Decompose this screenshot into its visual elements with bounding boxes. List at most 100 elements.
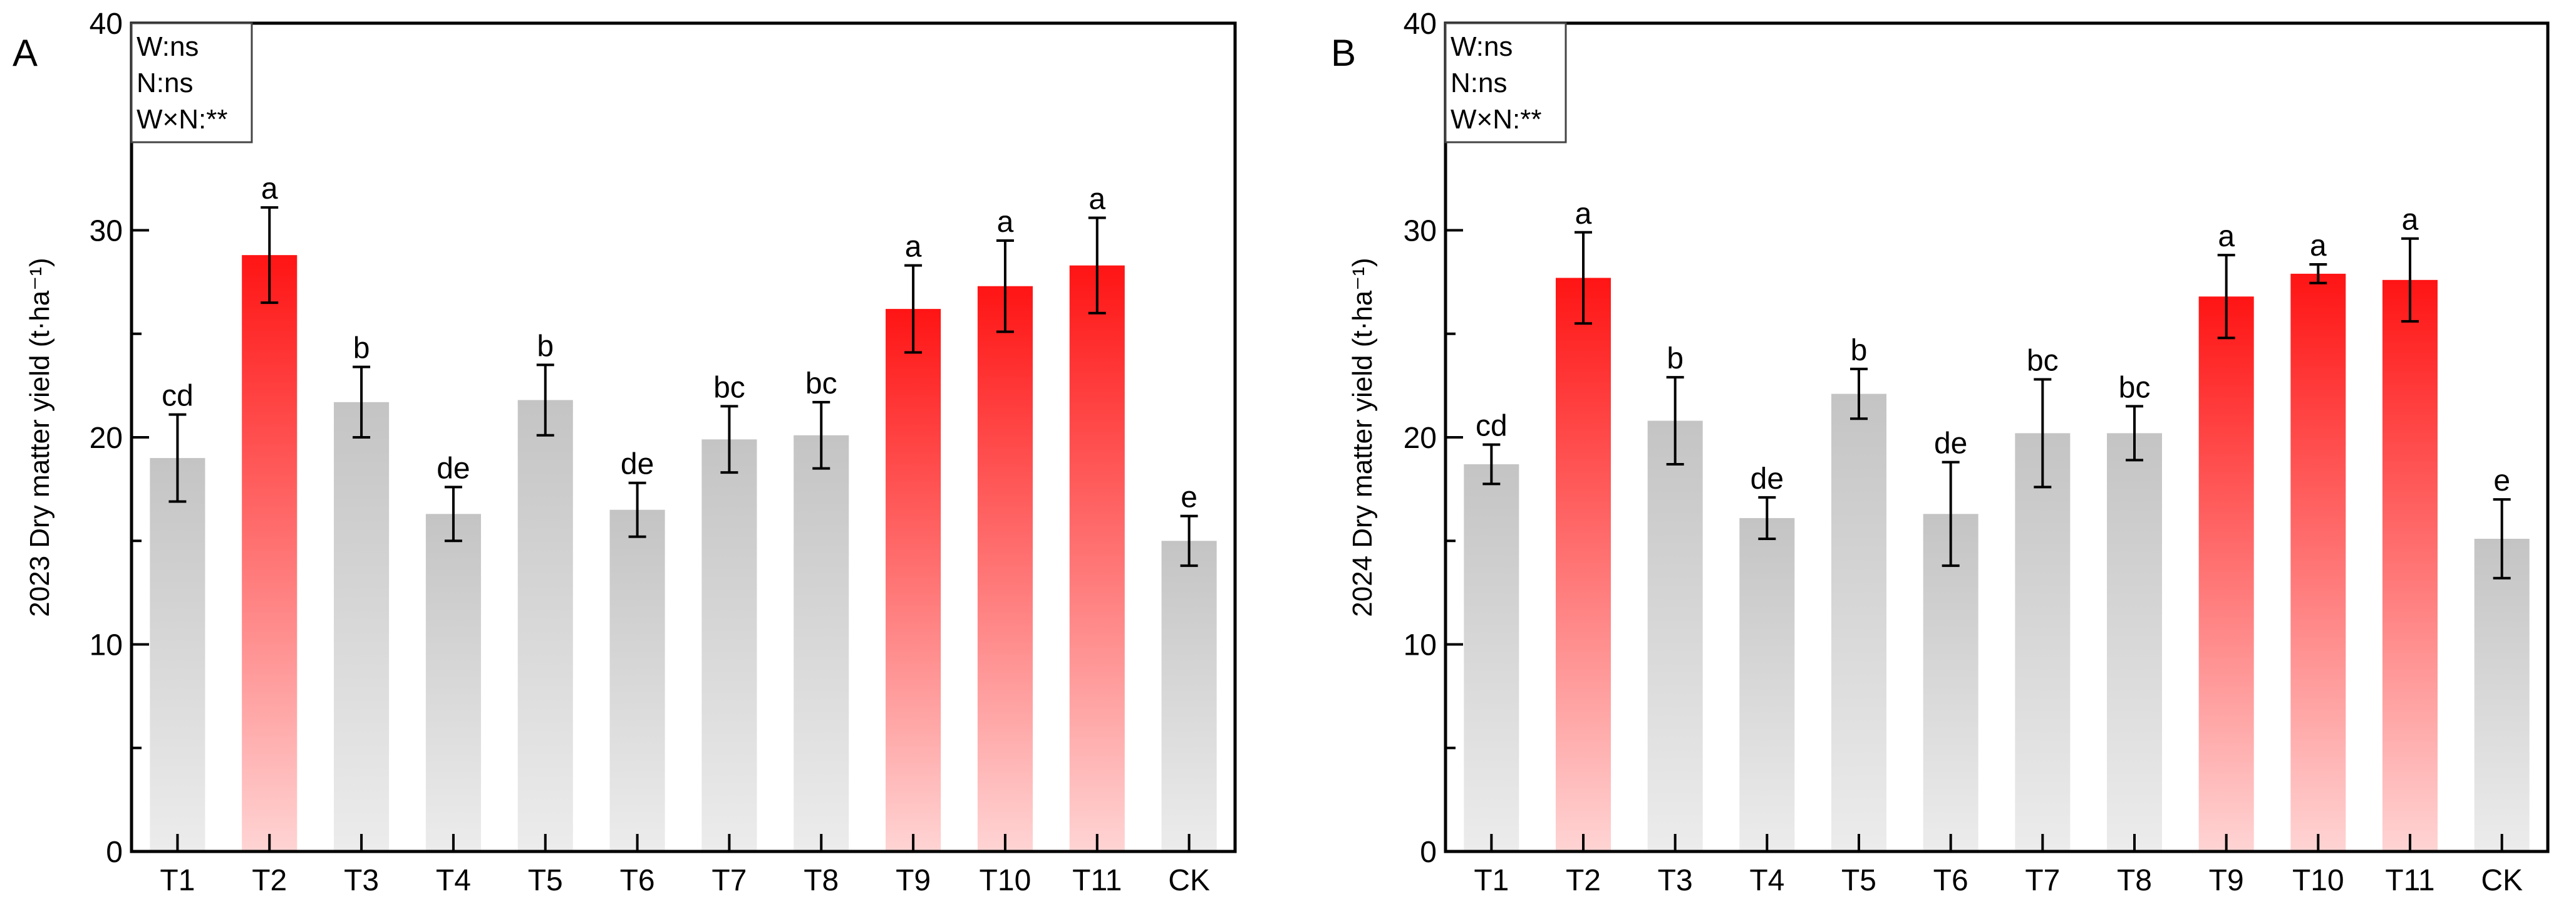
significance-letter: b	[537, 330, 554, 363]
significance-letter: b	[1667, 342, 1684, 375]
significance-letter: de	[1934, 427, 1967, 461]
significance-letter: bc	[713, 371, 745, 404]
y-tick-label: 0	[106, 836, 123, 869]
x-tick-label: T1	[1474, 864, 1509, 897]
error-bar	[1482, 443, 1501, 486]
error-bar	[536, 363, 554, 437]
y-tick-label: 30	[90, 215, 123, 248]
x-tick-label: T4	[1749, 864, 1784, 897]
x-tick-label: T2	[252, 864, 287, 897]
significance-letter: a	[905, 231, 922, 264]
significance-letter: de	[437, 452, 470, 485]
significance-letter: de	[621, 448, 654, 481]
legend-entry: N:ns	[1451, 68, 1507, 98]
x-tick-label: T9	[2209, 864, 2244, 897]
x-tick-label: T5	[1841, 864, 1876, 897]
bar-t9	[2198, 296, 2254, 851]
significance-letter: cd	[1476, 410, 1508, 443]
significance-letter: bc	[2027, 344, 2059, 377]
error-bar	[720, 405, 738, 474]
significance-letter: cd	[162, 380, 194, 413]
y-tick-label: 30	[1404, 215, 1437, 248]
legend-box	[1444, 22, 1567, 143]
y-tick-label: 0	[1420, 836, 1437, 869]
x-tick-label: T1	[160, 864, 195, 897]
bar-t2	[242, 255, 297, 851]
x-tick-label: T10	[2292, 864, 2344, 897]
significance-letter: a	[2218, 220, 2235, 253]
x-tick-label: T8	[804, 864, 839, 897]
significance-letter: b	[1851, 334, 1868, 367]
bar-ck	[1161, 541, 1217, 851]
x-tick-label: CK	[1168, 864, 1210, 897]
error-bar	[628, 481, 646, 538]
x-tick-label: CK	[2481, 864, 2523, 897]
significance-letter: a	[1575, 197, 1592, 231]
y-tick-label: 10	[1404, 629, 1437, 662]
significance-letter: bc	[805, 367, 837, 400]
error-bar	[1088, 216, 1106, 315]
x-tick-label: T9	[896, 864, 931, 897]
x-tick-label: T2	[1566, 864, 1601, 897]
significance-letter: a	[261, 172, 278, 206]
bar-t5	[517, 400, 573, 851]
error-bar	[904, 264, 923, 354]
y-tick-label: 40	[1404, 8, 1437, 41]
significance-letter: bc	[2119, 371, 2151, 404]
significance-letter: a	[2402, 204, 2419, 237]
error-bar	[812, 400, 830, 470]
bar-t8	[794, 435, 849, 851]
legend-box	[130, 22, 253, 143]
bar-t7	[701, 439, 757, 851]
error-bar	[1850, 367, 1868, 420]
x-tick-label: T8	[2117, 864, 2152, 897]
x-tick-label: T6	[620, 864, 655, 897]
panel-label: B	[1331, 32, 1356, 74]
panel-a: cd T1 a T2 b T3 de T4 b T5 de T6 bc T7 bc T8 a T9 a T10 a T11…	[13, 8, 1237, 897]
bar-ck	[2474, 538, 2530, 851]
bar-t10	[977, 286, 1033, 851]
y-axis-label: 2023 Dry matter yield (t·ha⁻¹)	[24, 258, 55, 617]
bar-t8	[2107, 433, 2162, 851]
x-tick-label: T5	[528, 864, 563, 897]
bar-t11	[2382, 279, 2438, 851]
y-tick-label: 20	[90, 422, 123, 455]
significance-letter: e	[2493, 464, 2510, 497]
error-bar	[444, 486, 462, 543]
error-bar	[2493, 498, 2511, 580]
error-bar	[1575, 231, 1592, 325]
bar-t3	[1647, 420, 1703, 851]
x-tick-label: T11	[1072, 864, 1122, 897]
error-bar	[2309, 263, 2327, 284]
error-bar	[2217, 254, 2235, 340]
bar-t3	[334, 402, 390, 851]
bar-t5	[1831, 393, 1886, 851]
error-bar	[2034, 378, 2052, 489]
legend-entry: W:ns	[1451, 31, 1513, 62]
significance-letter: a	[997, 206, 1014, 239]
y-tick-label: 40	[90, 8, 123, 41]
x-tick-label: T11	[2385, 864, 2434, 897]
error-bar	[996, 239, 1014, 333]
bar-t4	[425, 514, 481, 851]
stats-legend: W:ns N:ns W×N:**	[1444, 22, 1567, 143]
x-tick-label: T3	[344, 864, 379, 897]
bar-t1	[1464, 464, 1519, 851]
error-bar	[2126, 405, 2143, 462]
significance-letter: de	[1751, 462, 1784, 496]
significance-letter: b	[353, 332, 370, 365]
error-bar	[261, 206, 279, 304]
error-bar	[168, 413, 187, 503]
significance-letter: e	[1181, 481, 1197, 514]
error-bar	[1666, 376, 1684, 466]
bar-t9	[886, 309, 941, 852]
bar-t10	[2290, 273, 2346, 851]
error-bar	[1942, 461, 1960, 567]
panel-label: A	[13, 32, 38, 74]
error-bar	[353, 365, 371, 439]
error-bar	[1180, 514, 1198, 567]
error-bar	[1758, 496, 1776, 540]
legend-entry: N:ns	[137, 68, 193, 98]
y-tick-label: 20	[1404, 422, 1437, 455]
stats-legend: W:ns N:ns W×N:**	[130, 22, 253, 143]
